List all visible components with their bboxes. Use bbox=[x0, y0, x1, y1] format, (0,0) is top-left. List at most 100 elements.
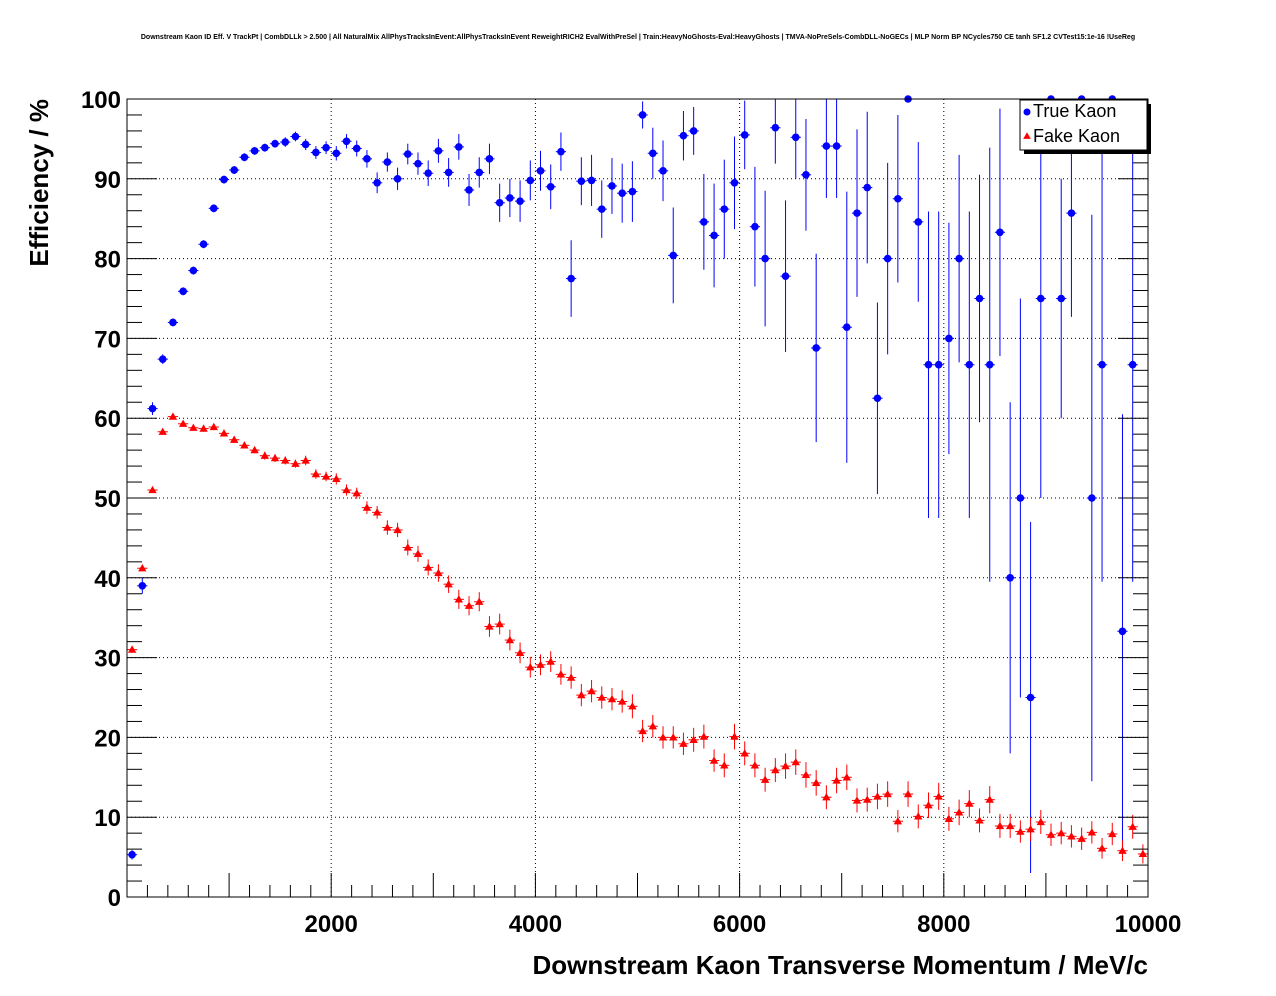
data-point bbox=[649, 149, 657, 158]
data-point bbox=[934, 360, 943, 369]
data-point bbox=[209, 204, 218, 213]
data-point bbox=[434, 147, 443, 155]
data-point bbox=[199, 240, 208, 249]
data-point bbox=[321, 472, 331, 480]
series-fake-kaon bbox=[127, 412, 1148, 864]
data-point bbox=[730, 178, 739, 187]
data-point bbox=[179, 287, 187, 296]
data-point bbox=[444, 579, 453, 588]
data-point bbox=[301, 456, 310, 464]
data-point bbox=[240, 153, 249, 162]
data-point bbox=[873, 792, 882, 800]
data-point bbox=[658, 733, 668, 741]
data-point bbox=[1067, 832, 1076, 840]
data-point bbox=[638, 726, 647, 735]
data-point bbox=[169, 318, 177, 327]
data-point bbox=[464, 601, 474, 609]
data-point bbox=[526, 662, 535, 671]
data-point bbox=[965, 360, 974, 369]
data-point bbox=[1088, 494, 1096, 502]
data-point bbox=[894, 194, 902, 203]
data-point bbox=[1128, 360, 1137, 369]
data-point bbox=[873, 394, 882, 403]
data-point bbox=[709, 756, 719, 764]
data-point bbox=[1016, 827, 1025, 835]
x-axis-title: Downstream Kaon Transverse Momentum / Me… bbox=[532, 950, 1148, 980]
data-point bbox=[1026, 693, 1035, 702]
data-point bbox=[822, 793, 831, 801]
data-point bbox=[1108, 829, 1117, 838]
data-point bbox=[975, 816, 984, 824]
data-point bbox=[189, 266, 198, 275]
data-point bbox=[720, 205, 729, 213]
data-point bbox=[291, 132, 300, 141]
data-point bbox=[454, 595, 464, 603]
data-point bbox=[240, 441, 249, 449]
data-point bbox=[301, 140, 310, 149]
data-point bbox=[730, 732, 739, 740]
data-point bbox=[801, 770, 811, 779]
data-point bbox=[423, 563, 433, 571]
data-point bbox=[127, 645, 137, 653]
data-point bbox=[250, 147, 259, 155]
data-point bbox=[322, 143, 330, 152]
data-point bbox=[648, 722, 658, 730]
data-point bbox=[618, 189, 626, 197]
data-point bbox=[607, 694, 617, 703]
data-point bbox=[424, 169, 432, 178]
data-point bbox=[1077, 834, 1086, 842]
x-tick-label: 8000 bbox=[917, 911, 970, 938]
data-point bbox=[832, 776, 841, 784]
data-point bbox=[1005, 821, 1015, 830]
data-point bbox=[373, 178, 381, 187]
chart-title: Downstream Kaon ID Eff. V TrackPt | Comb… bbox=[140, 34, 1136, 41]
data-point bbox=[832, 142, 841, 150]
x-tick-label: 6000 bbox=[713, 911, 766, 938]
data-point bbox=[372, 508, 382, 516]
data-point bbox=[791, 757, 800, 766]
legend-label-true-kaon: True Kaon bbox=[1033, 101, 1116, 121]
data-point bbox=[1016, 494, 1025, 502]
data-point bbox=[893, 816, 903, 825]
y-tick-label: 40 bbox=[94, 566, 121, 593]
data-point bbox=[230, 435, 239, 443]
grid bbox=[127, 99, 1148, 897]
data-point bbox=[495, 198, 504, 207]
data-point bbox=[1057, 294, 1066, 303]
data-point bbox=[597, 205, 606, 213]
data-point bbox=[955, 254, 963, 263]
y-tick-label: 30 bbox=[94, 646, 121, 673]
data-point bbox=[311, 469, 321, 478]
data-point bbox=[515, 648, 525, 656]
data-point bbox=[587, 176, 596, 185]
data-point bbox=[260, 451, 270, 459]
data-point bbox=[1097, 844, 1107, 852]
data-point bbox=[485, 155, 494, 163]
data-point bbox=[536, 660, 545, 668]
data-point bbox=[362, 503, 372, 511]
data-point bbox=[985, 795, 994, 803]
data-point bbox=[158, 355, 167, 363]
data-point bbox=[689, 127, 698, 135]
data-point bbox=[342, 137, 351, 146]
data-point bbox=[985, 360, 994, 369]
data-point bbox=[740, 131, 749, 139]
data-point bbox=[158, 427, 167, 435]
data-point bbox=[914, 812, 923, 820]
data-point bbox=[1036, 294, 1045, 303]
data-point bbox=[781, 272, 790, 280]
data-point bbox=[168, 412, 178, 420]
data-point bbox=[659, 167, 667, 175]
data-point bbox=[751, 222, 759, 231]
data-point bbox=[414, 159, 422, 168]
data-point bbox=[965, 799, 974, 807]
data-point bbox=[720, 761, 729, 769]
y-tick-label: 60 bbox=[94, 406, 121, 433]
data-point bbox=[853, 209, 861, 217]
data-point bbox=[403, 150, 412, 158]
legend-marker-true-kaon bbox=[1023, 108, 1031, 116]
y-axis-title: Efficiency / % bbox=[24, 99, 54, 267]
data-point bbox=[750, 761, 760, 769]
data-point bbox=[883, 254, 892, 263]
data-point bbox=[669, 733, 678, 741]
